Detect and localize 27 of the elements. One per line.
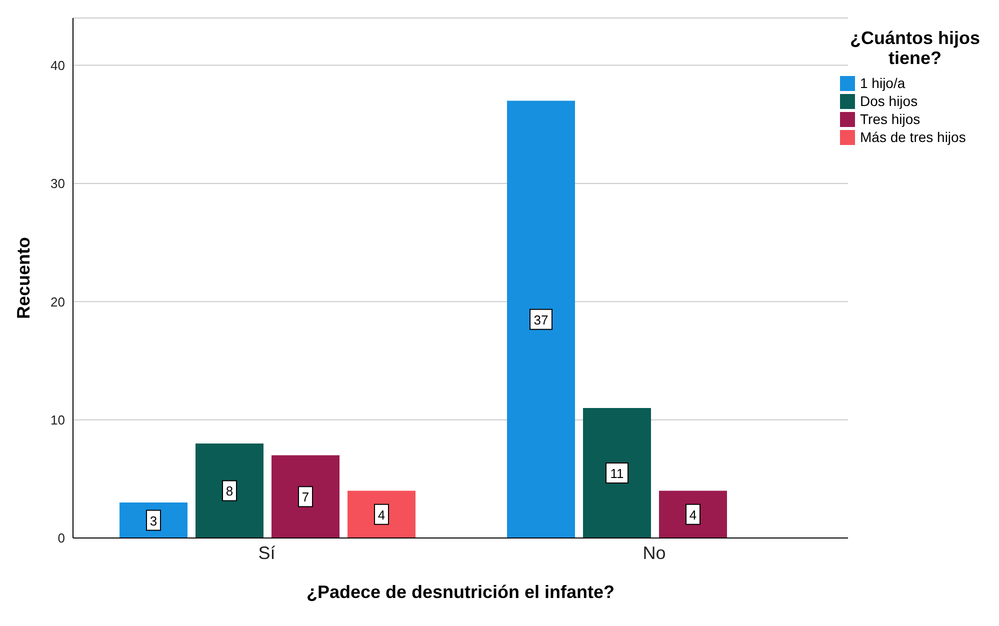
data-label: 4 (378, 507, 386, 522)
bar (507, 100, 575, 538)
legend-label: 1 hijo/a (860, 75, 906, 91)
bar (196, 443, 264, 538)
bar (348, 490, 416, 538)
legend-label: Tres hijos (860, 111, 920, 127)
legend-label: Dos hijos (860, 93, 918, 109)
y-tick-label: 40 (50, 58, 65, 73)
y-tick-label: 10 (50, 412, 65, 428)
x-tick-label: Sí (258, 542, 276, 563)
y-tick-label: 30 (50, 176, 65, 192)
legend-title: ¿Cuántos hijos tiene? (849, 28, 981, 68)
y-axis-title: Recuento (13, 236, 34, 320)
data-label: 11 (610, 466, 624, 481)
bar (583, 408, 651, 538)
data-label: 4 (689, 507, 697, 522)
y-tick-label: 20 (50, 294, 65, 310)
data-label: 8 (226, 484, 234, 499)
legend-label: Más de tres hijos (860, 129, 966, 145)
y-tick-label: 0 (58, 530, 65, 546)
bar (272, 455, 340, 538)
bar (659, 490, 727, 538)
x-axis-title: ¿Padece de desnutrición el infante? (306, 582, 615, 602)
data-label: 3 (150, 513, 158, 528)
data-label: 7 (302, 490, 310, 505)
data-label: 37 (534, 312, 548, 328)
x-tick-label: No (642, 542, 666, 563)
